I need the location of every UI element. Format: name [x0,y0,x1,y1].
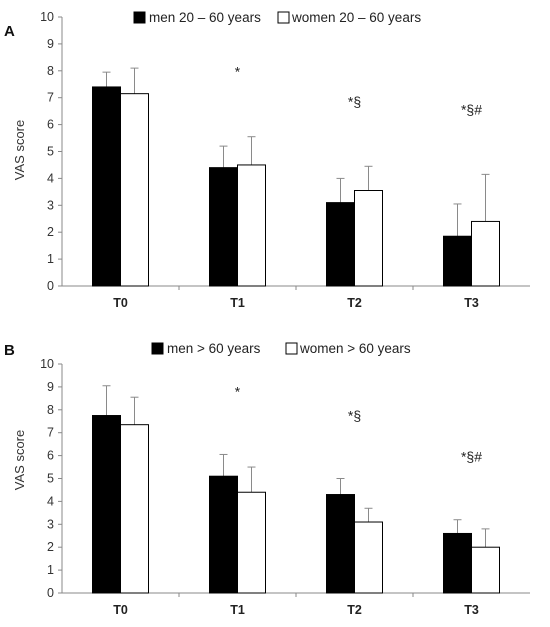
panel-a-bar-women [120,93,149,287]
panel-a-y-tick-label: 10 [40,10,54,24]
panel-b-bar-women [471,546,500,594]
panel-a-y-tick-label: 0 [47,279,54,293]
panel-b-legend-swatch-women [285,342,298,355]
panel-b-x-tick-label: T0 [113,603,128,617]
panel-a-y-tick-label: 6 [47,118,54,132]
panel-a-y-tick-label: 9 [47,37,54,51]
panel-a-y-tick-label: 8 [47,64,54,78]
panel-b-y-tick-label: 2 [47,540,54,554]
panel-b-x-tick-label: T3 [464,603,479,617]
panel-b-legend-swatch-men [151,342,164,355]
panel-a-legend-swatch-women [277,11,290,24]
panel-a-plot: 0 1 2 3 4 5 6 7 8 9 10 T0 T1 * T2 *§ T3 *§# [40,10,530,310]
panel-b-x-tick-label: T2 [347,603,362,617]
panel-a-y-tick-label: 7 [47,91,54,105]
panel-b-bar-men [443,532,472,594]
panel-b-legend: men > 60 years women > 60 years [151,341,411,356]
panel-b-legend-label-women: women > 60 years [299,341,411,356]
panel-b-y-tick-label: 0 [47,586,54,600]
panel-b-legend-label-men: men > 60 years [167,341,261,356]
panel-b-plot: 0 1 2 3 4 5 6 7 8 9 10 T0 T1 * T2 *§ T3 *§# [40,357,530,617]
panel-b-y-tick-label: 6 [47,449,54,463]
panel-b-bar-women [120,424,149,594]
panel-a-bar-women [354,190,383,287]
panel-b-y-tick-label: 8 [47,403,54,417]
panel-a-significance-annotation: * [235,64,241,80]
panel-a-bar-men [92,86,121,287]
panel-b-y-tick-label: 1 [47,563,54,577]
panel-a-bar-men [443,235,472,287]
panel-a-x-tick-label: T2 [347,296,362,310]
panel-a-legend-label-women: women 20 – 60 years [291,10,421,25]
panel-b-significance-annotation: *§# [461,449,482,465]
panel-a-y-tick-label: 4 [47,171,54,185]
panel-b-bar-women [354,521,383,594]
panel-b-x-tick-label: T1 [230,603,245,617]
panel-a-y-tick-label: 5 [47,145,54,159]
panel-a-label: A [4,23,15,40]
panel-a-x-tick-label: T3 [464,296,479,310]
panel-b-y-tick-label: 7 [47,426,54,440]
panel-b-significance-annotation: *§ [348,408,361,424]
panel-a-significance-annotation: *§ [348,93,361,109]
panel-b-bar-men [326,494,355,594]
panel-a-x-tick-label: T1 [230,296,245,310]
panel-a-x-tick-label: T0 [113,296,128,310]
panel-b-y-tick-label: 9 [47,380,54,394]
panel-b-bar-men [92,415,121,594]
panel-a: A VAS score men 20 – 60 years women 20 –… [4,10,530,310]
panel-a-y-tick-label: 1 [47,252,54,266]
panel-b-y-axis-label: VAS score [12,430,27,490]
panel-a-significance-annotation: *§# [461,101,482,117]
panel-a-bar-men [209,167,238,287]
panel-a-bar-women [237,164,266,287]
panel-b-bar-women [237,491,266,594]
panel-a-bar-women [471,220,500,287]
panel-a-legend-swatch-men [133,11,146,24]
panel-a-y-tick-label: 3 [47,198,54,212]
panel-b-label: B [4,342,15,359]
panel-b-significance-annotation: * [235,383,241,399]
panel-b-bar-men [209,475,238,594]
panel-b-y-tick-label: 10 [40,357,54,371]
panel-b-y-tick-label: 3 [47,517,54,531]
panel-a-bar-men [326,202,355,287]
panel-a-y-tick-label: 2 [47,225,54,239]
panel-b-y-tick-label: 4 [47,494,54,508]
panel-a-legend: men 20 – 60 years women 20 – 60 years [133,10,421,25]
panel-a-legend-label-men: men 20 – 60 years [149,10,261,25]
panel-a-y-axis-label: VAS score [12,120,27,180]
panel-b-y-tick-label: 5 [47,472,54,486]
panel-b: B VAS score men > 60 years women > 60 ye… [4,341,530,617]
